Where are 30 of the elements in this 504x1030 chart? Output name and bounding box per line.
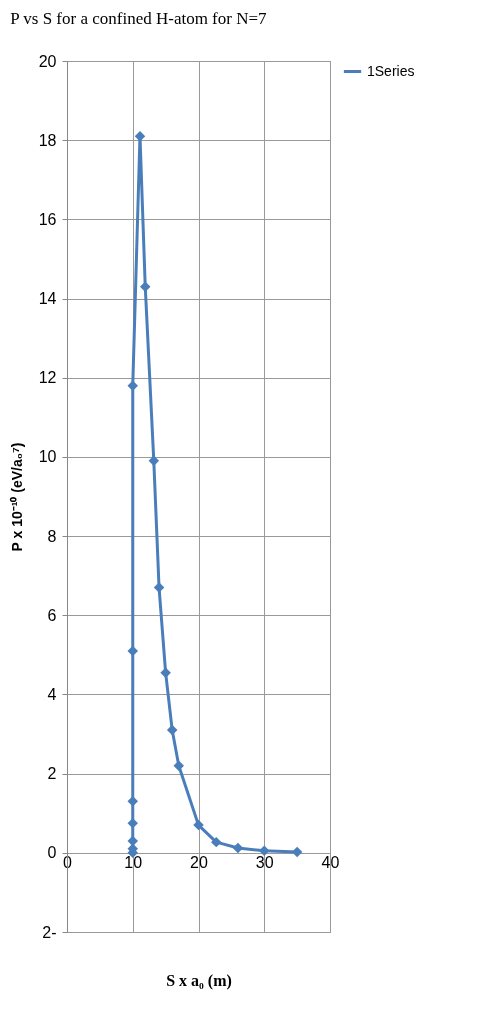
y-tick-label: 8	[47, 527, 57, 545]
point	[160, 667, 171, 678]
x-tick-label: 20	[190, 854, 208, 872]
x-tick-label: 40	[321, 854, 340, 872]
y-axis-title: P x 10⁻¹⁰ (eV/a₀⁷)	[8, 442, 25, 552]
legend-label: 1Series	[367, 62, 415, 79]
y-tick-label: 12	[38, 369, 57, 387]
x-axis-title: S x a₀ (m)	[166, 971, 232, 990]
point	[127, 645, 138, 657]
y-tick-label: 2-	[42, 923, 57, 941]
point	[127, 796, 138, 807]
y-tick-label: 6	[47, 606, 57, 624]
y-tick-label: 2	[47, 765, 57, 783]
point	[173, 760, 185, 771]
y-tick-label: 14	[38, 290, 57, 308]
point	[140, 281, 151, 292]
y-tick-label: 20	[38, 52, 57, 70]
y-tick-label: 16	[38, 210, 57, 228]
y-tick-label: 10	[38, 448, 57, 466]
chart-title: P vs S for a confined H-atom for N=7	[10, 9, 268, 28]
point	[166, 724, 178, 736]
y-tick-label: 18	[38, 131, 57, 149]
point	[127, 380, 138, 391]
point	[211, 836, 222, 848]
point	[153, 582, 165, 593]
y-tick-label: 4	[47, 685, 57, 703]
point	[193, 819, 204, 831]
x-tick-label: 10	[124, 854, 143, 872]
point	[259, 845, 270, 857]
x-tick-label: 30	[255, 854, 274, 872]
